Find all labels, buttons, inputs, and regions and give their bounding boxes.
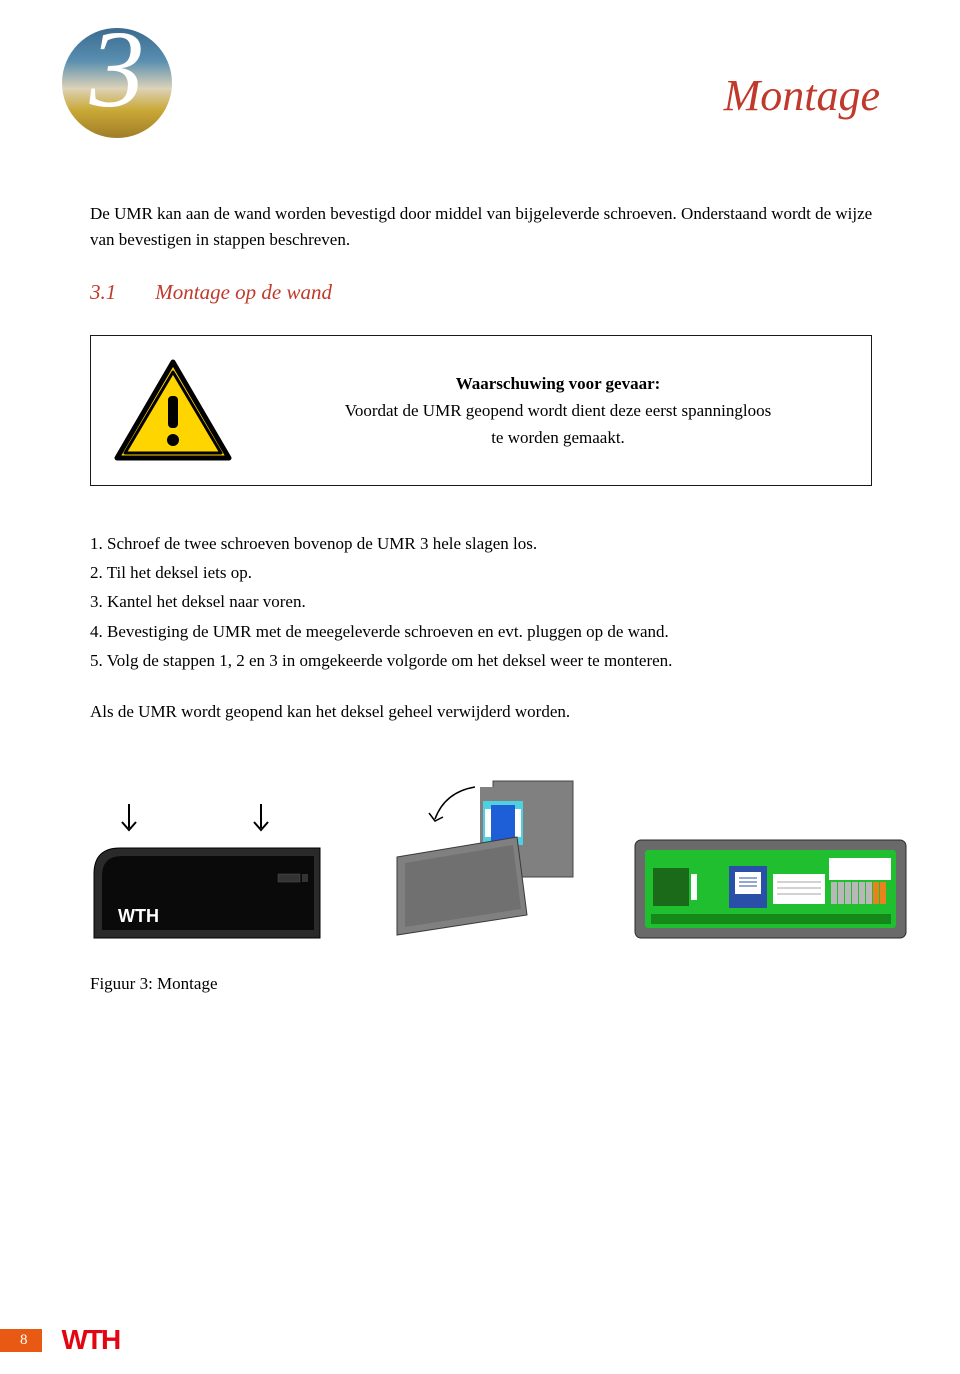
figure-panel-1: WTH (90, 802, 325, 942)
figure-device-closed: WTH (90, 844, 325, 942)
intro-paragraph: De UMR kan aan de wand worden bevestigd … (90, 201, 880, 252)
page-footer: 8 WTH (0, 1324, 119, 1356)
figure-row: WTH (90, 777, 880, 942)
figure-device-open (633, 834, 908, 942)
warning-body-2: te worden gemaakt. (271, 424, 845, 451)
section-number: 3.1 (90, 280, 150, 305)
steps-list: 1. Schroef de twee schroeven bovenop de … (90, 530, 880, 674)
down-arrow-icon (118, 802, 140, 836)
step-item: 4. Bevestiging de UMR met de meegeleverd… (90, 618, 880, 645)
closing-paragraph: Als de UMR wordt geopend kan het deksel … (90, 698, 880, 725)
section-heading: 3.1 Montage op de wand (90, 280, 880, 305)
step-item: 1. Schroef de twee schroeven bovenop de … (90, 530, 880, 557)
bottom-terminals (651, 914, 891, 924)
down-arrow-icon (250, 802, 272, 836)
step-item: 5. Volg de stappen 1, 2 en 3 in omgekeer… (90, 647, 880, 674)
page-number: 8 (0, 1329, 42, 1352)
warning-body-1: Voordat de UMR geopend wordt dient deze … (271, 397, 845, 424)
warning-text: Waarschuwing voor gevaar: Voordat de UMR… (271, 370, 845, 452)
figure-panel-3 (633, 834, 908, 942)
warning-exclaim-dot (167, 434, 179, 446)
warning-title: Waarschuwing voor gevaar: (271, 370, 845, 397)
figure-device-tilt (385, 777, 585, 942)
figure-arrows (90, 802, 325, 836)
page-title: Montage (90, 70, 880, 121)
section-title: Montage op de wand (155, 280, 332, 304)
figure-caption: Figuur 3: Montage (90, 974, 880, 994)
figure-panel-2 (385, 777, 585, 942)
warning-icon (113, 358, 233, 463)
step-item: 2. Til het deksel iets op. (90, 559, 880, 586)
chapter-badge: 3 (62, 28, 172, 138)
warning-box: Waarschuwing voor gevaar: Voordat de UMR… (90, 335, 872, 486)
wth-logo: WTH (62, 1324, 120, 1356)
warning-exclaim-bar (168, 396, 178, 428)
step-item: 3. Kantel het deksel naar voren. (90, 588, 880, 615)
device-logo-text: WTH (118, 906, 159, 926)
chapter-number: 3 (62, 28, 172, 124)
